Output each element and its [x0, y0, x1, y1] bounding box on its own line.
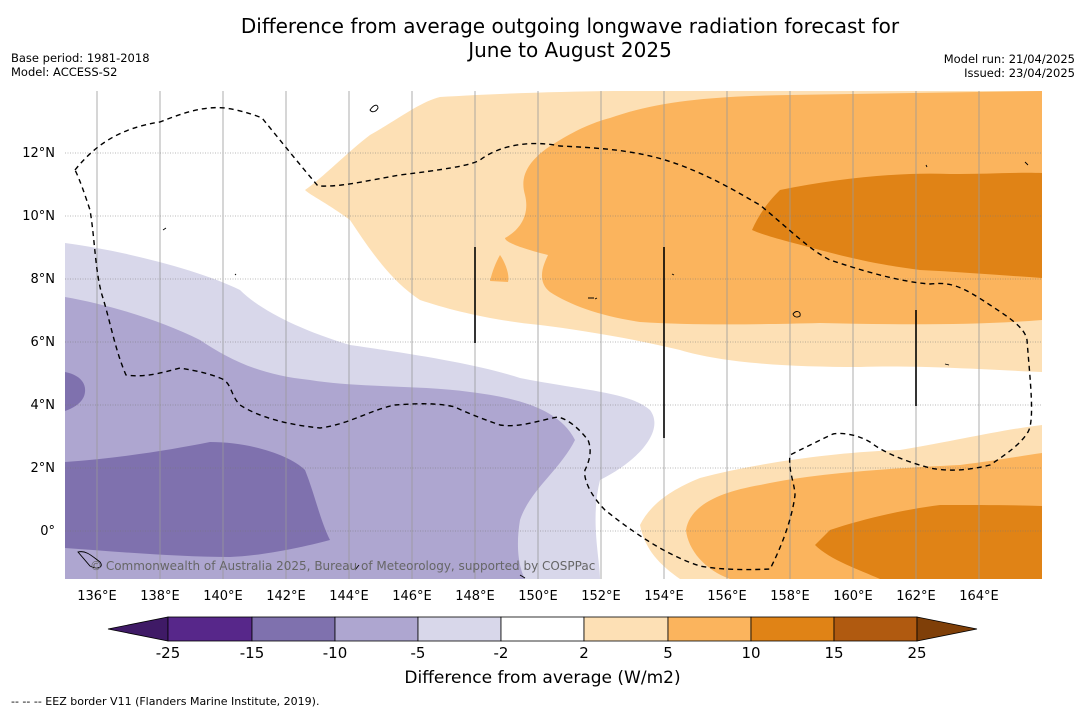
- colorbar-low-extend: [107, 616, 169, 642]
- lon-label: 138°E: [140, 589, 180, 604]
- title-line-2: June to August 2025: [468, 38, 672, 62]
- lon-label: 152°E: [581, 589, 621, 604]
- map-panel: © Commonwealth of Australia 2025, Bureau…: [65, 91, 1042, 579]
- colorbar-high-extend: [916, 616, 978, 642]
- lat-label: 8°N: [31, 272, 56, 287]
- lon-label: 146°E: [392, 589, 432, 604]
- eez-footnote: -- -- -- EEZ border V11 (Flanders Marine…: [11, 695, 320, 708]
- chart-title: Difference from average outgoing longwav…: [0, 14, 1085, 62]
- base-period-text: Base period: 1981-2018: [11, 51, 150, 65]
- colorbar-tick: 10: [741, 644, 760, 662]
- colorbar-label: Difference from average (W/m2): [404, 668, 681, 688]
- colorbar-tick: 2: [579, 644, 589, 662]
- colorbar-cell: [833, 616, 918, 642]
- anomaly-region-pos10-15-south: [815, 505, 1042, 579]
- colorbar-cell: [667, 616, 752, 642]
- lon-label: 136°E: [77, 589, 117, 604]
- colorbar-cell: [334, 616, 419, 642]
- colorbar-tick: -25: [156, 644, 181, 662]
- lon-label: 160°E: [833, 589, 873, 604]
- marker-lines: [474, 247, 917, 438]
- anomaly-region-pos5-10-islet: [490, 255, 509, 282]
- lon-label: 162°E: [896, 589, 936, 604]
- lon-label: 142°E: [266, 589, 306, 604]
- colorbar-tick: -5: [411, 644, 426, 662]
- longitude-labels: 136°E 138°E 140°E 142°E 144°E 146°E 148°…: [77, 589, 999, 604]
- eez-borders: [74, 106, 1033, 571]
- lat-label: 10°N: [22, 209, 55, 224]
- colorbar-tick: -10: [323, 644, 348, 662]
- meta-right: Model run: 21/04/2025 Issued: 23/04/2025: [944, 52, 1075, 80]
- lat-label: 2°N: [31, 461, 56, 476]
- issued-text: Issued: 23/04/2025: [964, 66, 1075, 80]
- lon-label: 150°E: [518, 589, 558, 604]
- lon-label: 158°E: [770, 589, 810, 604]
- lat-label: 12°N: [22, 146, 55, 161]
- colorbar-tick: 15: [824, 644, 843, 662]
- lon-label: 164°E: [959, 589, 999, 604]
- colorbar-tick: 25: [907, 644, 926, 662]
- model-run-text: Model run: 21/04/2025: [943, 52, 1075, 66]
- colorbar-cell: [750, 616, 835, 642]
- colorbar-ticks: -25 -15 -10 -5 -2 2 5 10 15 25: [156, 644, 927, 662]
- lon-label: 148°E: [455, 589, 495, 604]
- colorbar-tick: 5: [663, 644, 673, 662]
- anomaly-region-pos10-15-north: [752, 172, 1042, 278]
- graticule: [65, 152, 1042, 532]
- colorbar-cell: [167, 616, 253, 642]
- meta-left: Base period: 1981-2018 Model: ACCESS-S2: [11, 51, 150, 79]
- colorbar-tick: -2: [494, 644, 509, 662]
- title-line-1: Difference from average outgoing longwav…: [240, 14, 900, 38]
- lon-label: 154°E: [644, 589, 684, 604]
- colorbar-cell: [500, 616, 585, 642]
- latitude-labels: 12°N 10°N 8°N 6°N 4°N 2°N 0°: [22, 146, 55, 539]
- lon-label: 144°E: [329, 589, 369, 604]
- lat-label: 0°: [40, 524, 55, 539]
- copyright-text: © Commonwealth of Australia 2025, Bureau…: [90, 559, 595, 573]
- colorbar: [107, 616, 978, 642]
- colorbar-cell: [251, 616, 336, 642]
- islands: [77, 104, 1029, 579]
- colorbar-cell: [417, 616, 502, 642]
- colorbar-cell: [583, 616, 669, 642]
- lat-label: 4°N: [31, 398, 56, 413]
- anomaly-region-neg10-15: [65, 442, 330, 557]
- lat-label: 6°N: [31, 335, 56, 350]
- lon-label: 140°E: [203, 589, 243, 604]
- model-text: Model: ACCESS-S2: [11, 65, 118, 79]
- colorbar-tick: -15: [240, 644, 265, 662]
- lon-label: 156°E: [707, 589, 747, 604]
- anomaly-region-neg10-15-west: [65, 372, 86, 411]
